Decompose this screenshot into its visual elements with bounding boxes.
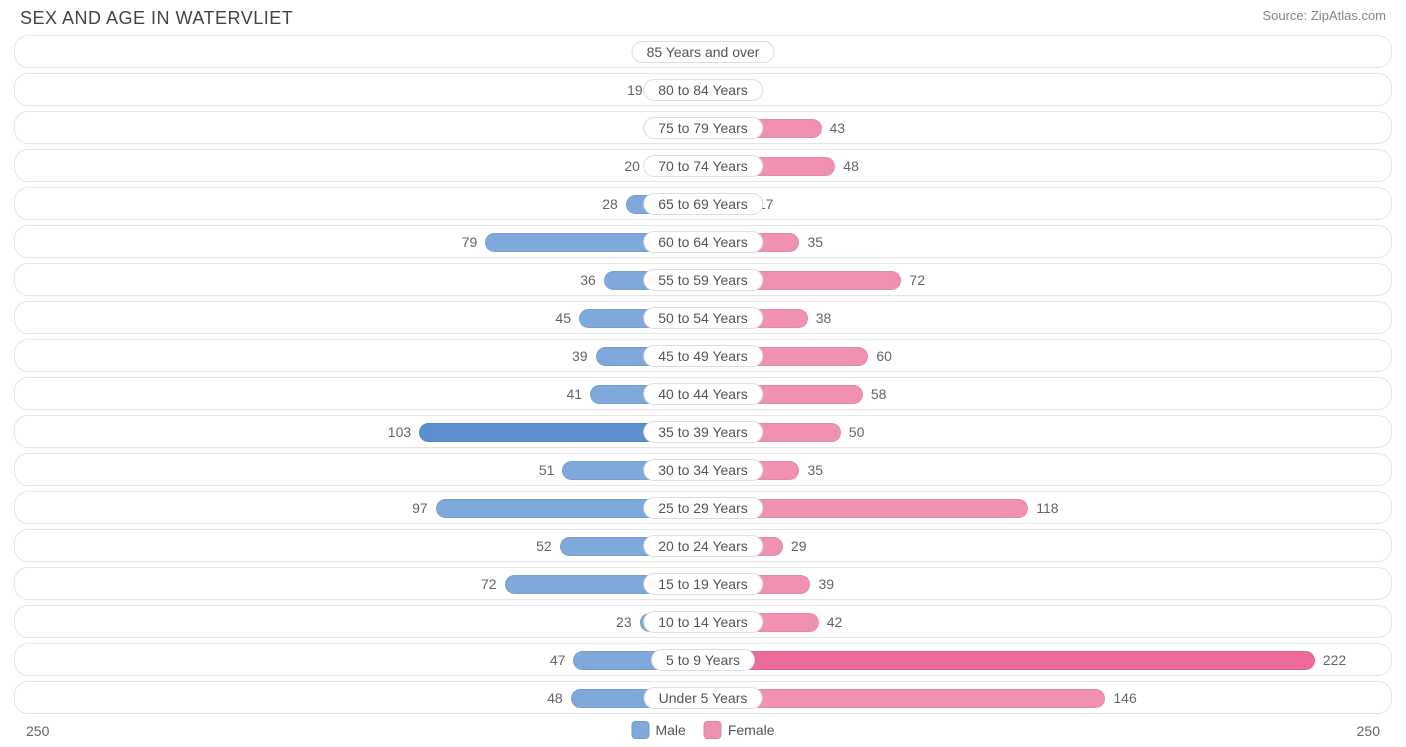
pyramid-row: 23 42 10 to 14 Years <box>14 605 1392 638</box>
pyramid-row: 79 35 60 to 64 Years <box>14 225 1392 258</box>
axis-max-right: 250 <box>1357 723 1380 739</box>
pyramid-row: 48 146 Under 5 Years <box>14 681 1392 714</box>
value-male: 51 <box>539 462 555 478</box>
value-female: 29 <box>791 538 807 554</box>
pyramid-row: 94375 to 79 Years <box>14 111 1392 144</box>
value-male: 79 <box>462 234 478 250</box>
age-group-label: 85 Years and over <box>632 41 775 63</box>
value-female: 35 <box>807 462 823 478</box>
pyramid-row: 47 222 5 to 9 Years <box>14 643 1392 676</box>
pyramid-row: 51 35 30 to 34 Years <box>14 453 1392 486</box>
value-male: 19 <box>627 82 643 98</box>
value-male: 23 <box>616 614 632 630</box>
age-group-label: 80 to 84 Years <box>643 79 763 101</box>
value-female: 146 <box>1113 690 1136 706</box>
value-male: 103 <box>388 424 411 440</box>
age-group-label: 25 to 29 Years <box>643 497 763 519</box>
age-group-label: 50 to 54 Years <box>643 307 763 329</box>
value-male: 52 <box>536 538 552 554</box>
age-group-label: 45 to 49 Years <box>643 345 763 367</box>
age-group-label: 15 to 19 Years <box>643 573 763 595</box>
pyramid-row: 36 72 55 to 59 Years <box>14 263 1392 296</box>
value-female: 60 <box>876 348 892 364</box>
chart-footer: 250 Male Female 250 <box>0 719 1406 747</box>
value-female: 35 <box>807 234 823 250</box>
age-group-label: 20 to 24 Years <box>643 535 763 557</box>
chart-plot-area: 01685 Years and over19680 to 84 Years943… <box>0 35 1406 714</box>
legend-label-female: Female <box>728 722 775 738</box>
pyramid-row: 281765 to 69 Years <box>14 187 1392 220</box>
value-female: 38 <box>816 310 832 326</box>
value-female: 48 <box>843 158 859 174</box>
age-group-label: 40 to 44 Years <box>643 383 763 405</box>
pyramid-row: 103 50 35 to 39 Years <box>14 415 1392 448</box>
value-male: 47 <box>550 652 566 668</box>
age-group-label: 60 to 64 Years <box>643 231 763 253</box>
pyramid-row: 01685 Years and over <box>14 35 1392 68</box>
pyramid-row: 72 39 15 to 19 Years <box>14 567 1392 600</box>
value-male: 41 <box>566 386 582 402</box>
pyramid-row: 39 60 45 to 49 Years <box>14 339 1392 372</box>
legend-swatch-male <box>631 721 649 739</box>
legend-item-male: Male <box>631 721 685 739</box>
chart-title: SEX AND AGE IN WATERVLIET <box>20 8 293 29</box>
value-female: 42 <box>827 614 843 630</box>
value-female: 39 <box>818 576 834 592</box>
age-group-label: 10 to 14 Years <box>643 611 763 633</box>
value-male: 45 <box>555 310 571 326</box>
value-male: 28 <box>602 196 618 212</box>
chart-header: SEX AND AGE IN WATERVLIET Source: ZipAtl… <box>0 0 1406 35</box>
pyramid-row: 41 58 40 to 44 Years <box>14 377 1392 410</box>
age-group-label: 5 to 9 Years <box>651 649 755 671</box>
value-female: 43 <box>830 120 846 136</box>
bar-female <box>703 651 1315 670</box>
axis-max-left: 250 <box>26 723 49 739</box>
value-male: 39 <box>572 348 588 364</box>
age-group-label: 55 to 59 Years <box>643 269 763 291</box>
value-male: 20 <box>624 158 640 174</box>
pyramid-row: 45 38 50 to 54 Years <box>14 301 1392 334</box>
value-female: 222 <box>1323 652 1346 668</box>
age-group-label: 70 to 74 Years <box>643 155 763 177</box>
pyramid-row: 19680 to 84 Years <box>14 73 1392 106</box>
chart-container: SEX AND AGE IN WATERVLIET Source: ZipAtl… <box>0 0 1406 747</box>
pyramid-row: 20 48 70 to 74 Years <box>14 149 1392 182</box>
value-male: 48 <box>547 690 563 706</box>
value-female: 118 <box>1036 500 1058 516</box>
value-male: 36 <box>580 272 596 288</box>
pyramid-row: 52 29 20 to 24 Years <box>14 529 1392 562</box>
age-group-label: 65 to 69 Years <box>643 193 763 215</box>
age-group-label: Under 5 Years <box>644 687 763 709</box>
age-group-label: 30 to 34 Years <box>643 459 763 481</box>
legend-label-male: Male <box>655 722 685 738</box>
value-female: 50 <box>849 424 865 440</box>
legend-swatch-female <box>704 721 722 739</box>
age-group-label: 75 to 79 Years <box>643 117 763 139</box>
value-male: 97 <box>412 500 428 516</box>
chart-source: Source: ZipAtlas.com <box>1262 8 1386 23</box>
pyramid-row: 97 118 25 to 29 Years <box>14 491 1392 524</box>
value-male: 72 <box>481 576 497 592</box>
age-group-label: 35 to 39 Years <box>643 421 763 443</box>
value-female: 72 <box>909 272 925 288</box>
value-female: 58 <box>871 386 887 402</box>
chart-legend: Male Female <box>631 721 774 739</box>
legend-item-female: Female <box>704 721 775 739</box>
bar-female <box>703 689 1105 708</box>
